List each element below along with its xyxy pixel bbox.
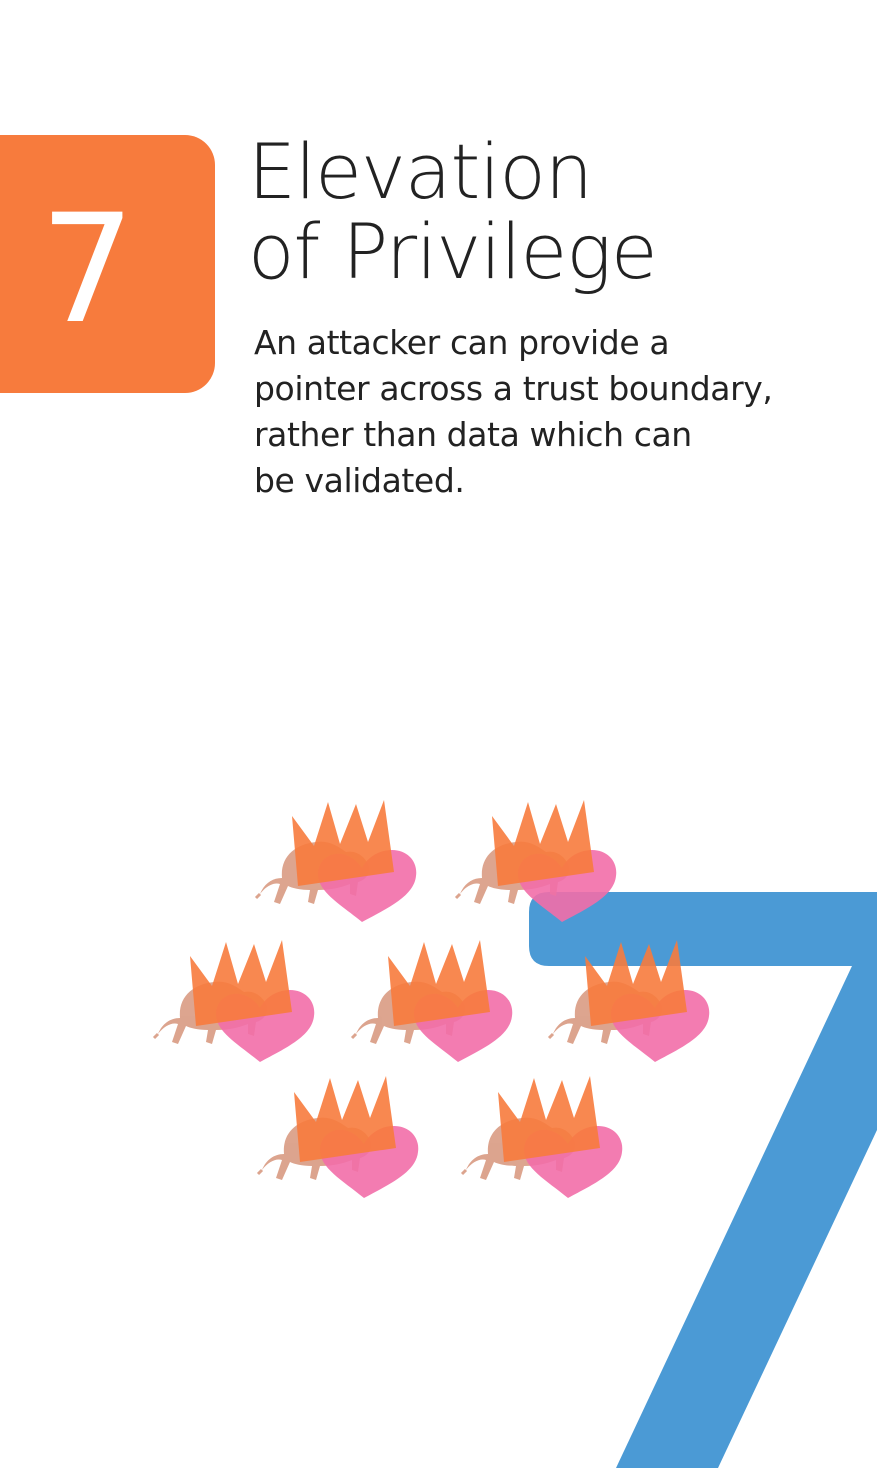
rank-number: 7	[39, 183, 136, 357]
rank-badge: 7	[0, 135, 215, 393]
suit-symbol-3	[152, 940, 316, 1064]
suit-symbol-2	[454, 800, 618, 924]
card-title: Elevation of Privilege	[248, 127, 658, 296]
description-line-4: be validated.	[254, 461, 465, 500]
description-line-1: An attacker can provide a	[254, 323, 670, 362]
description-line-3: rather than data which can	[254, 415, 692, 454]
card-title-line-2: of Privilege	[248, 207, 658, 296]
suit-symbol-1	[254, 800, 418, 924]
suit-symbol-5	[547, 940, 711, 1064]
card-description: An attacker can provide a pointer across…	[254, 320, 834, 504]
card-title-line-1: Elevation	[248, 127, 593, 216]
suit-symbol-6	[256, 1076, 420, 1200]
suit-symbol-7	[460, 1076, 624, 1200]
suit-symbol-4	[350, 940, 514, 1064]
description-line-2: pointer across a trust boundary,	[254, 369, 773, 408]
